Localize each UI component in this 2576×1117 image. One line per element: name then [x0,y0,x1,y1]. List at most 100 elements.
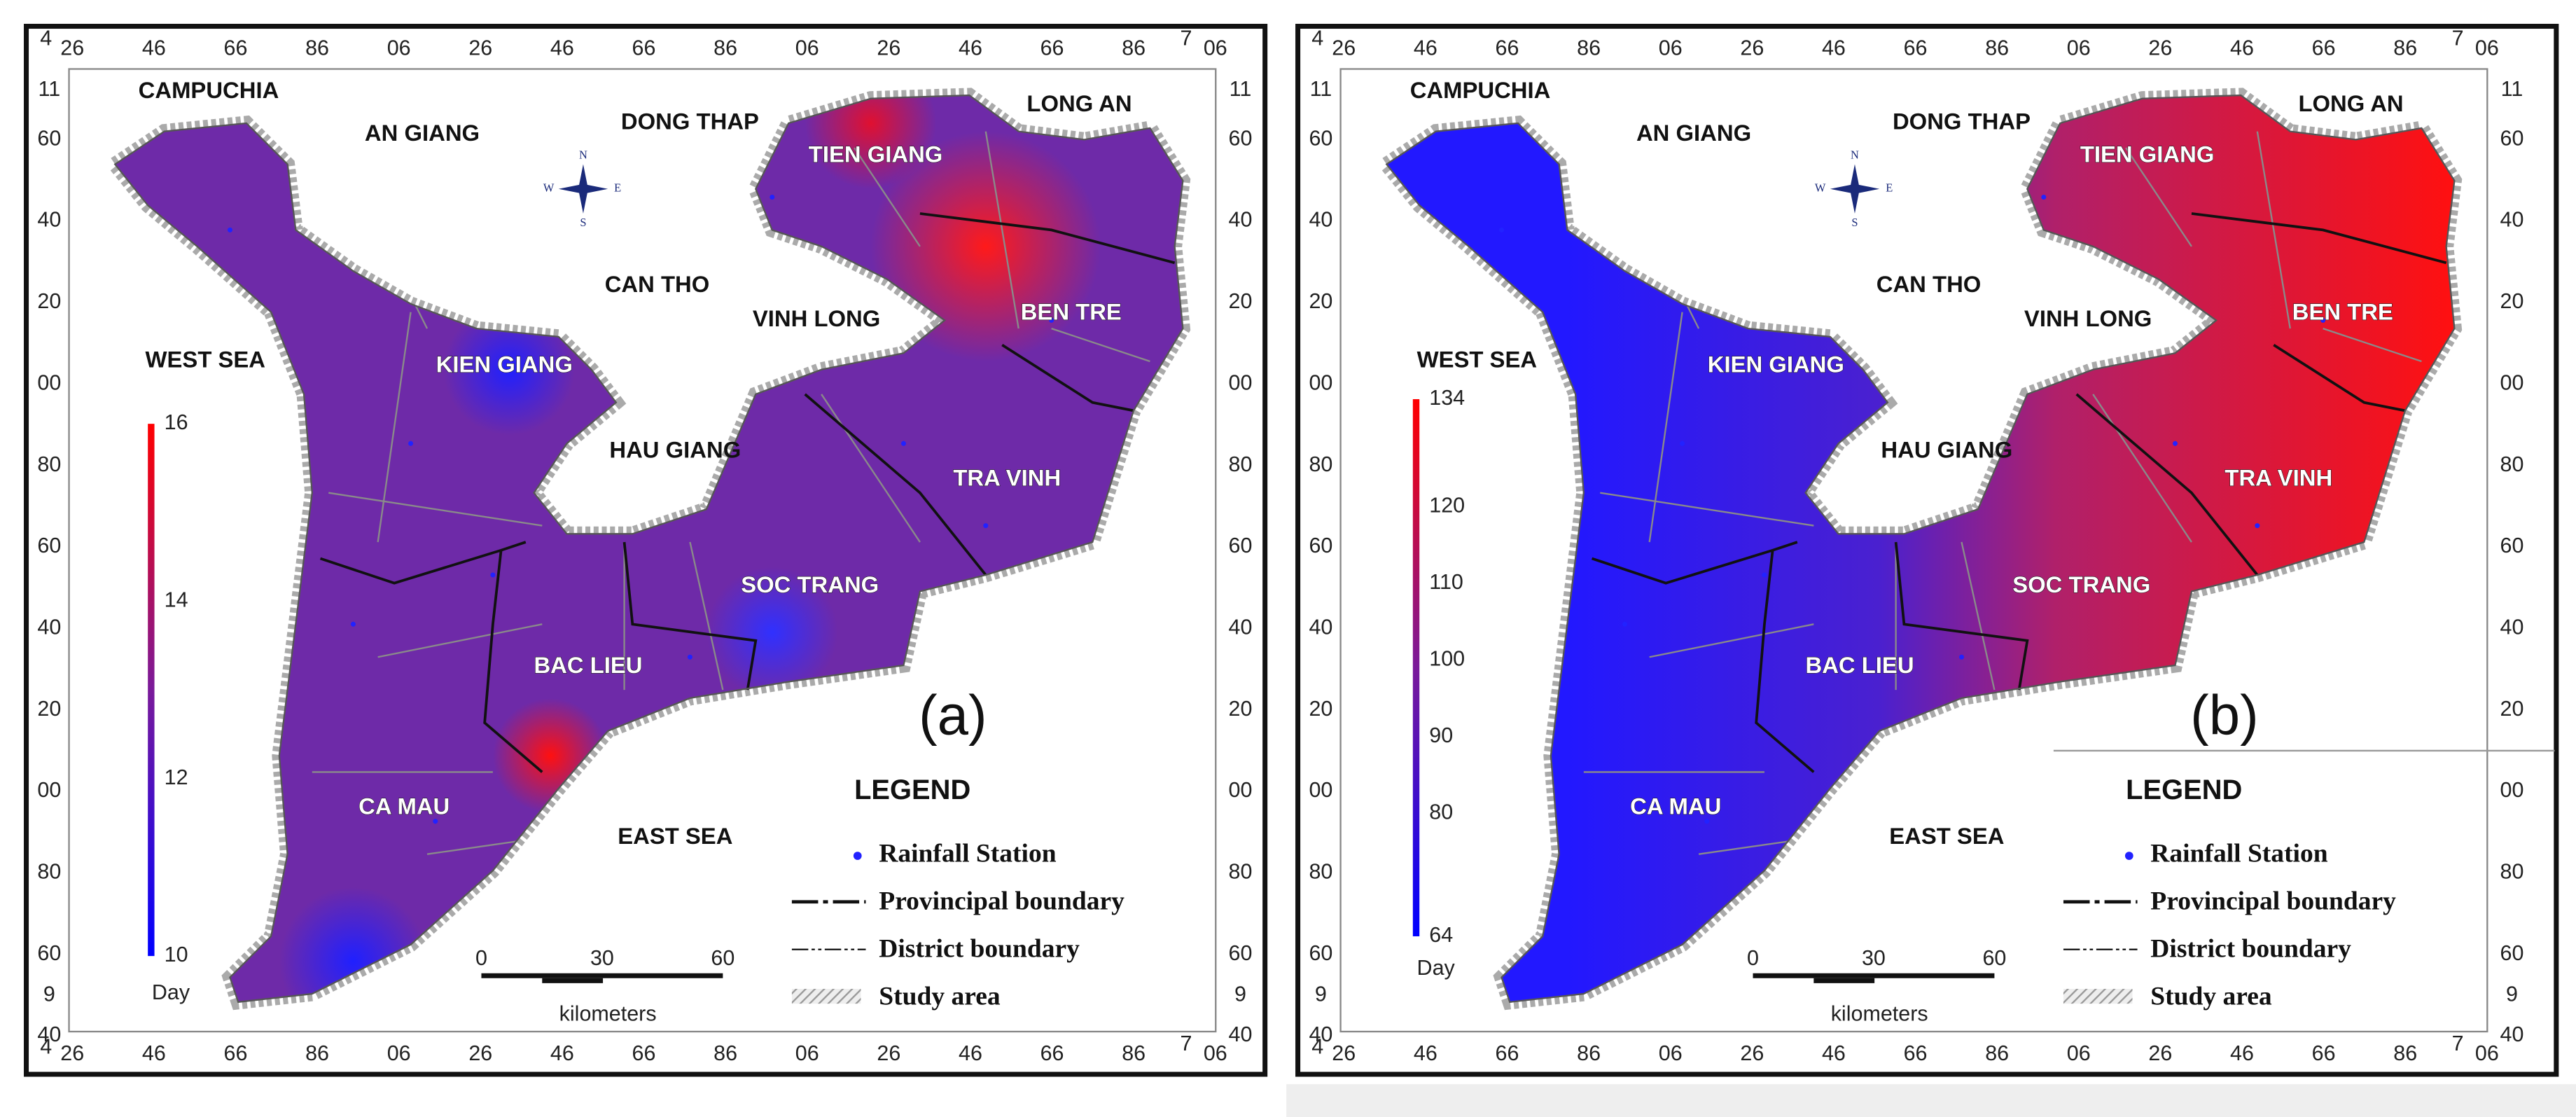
place-label: KIEN GIANG [436,352,573,377]
top-tick-label: 86 [1577,36,1601,60]
provincial-boundary [919,212,1176,265]
map-frame [1339,68,2488,1033]
bottom-tick-label: 06 [1204,1041,1227,1065]
degree-label: 11 [1230,77,1252,101]
district-boundary [328,492,543,527]
scale-tick-label: 60 [711,946,734,970]
top-tick-label: 66 [223,36,247,60]
district-boundary [1648,312,1683,543]
left-tick-label: 00 [1309,370,1332,394]
scale-tick-label: 0 [475,946,487,970]
place-label: CAMPUCHIA [1410,77,1551,103]
left-tick-label: 40 [1309,208,1332,232]
place-label: HAU GIANG [1881,437,2012,463]
compass-letter: W [543,181,555,195]
place-label: WEST SEA [146,347,265,373]
place-label: AN GIANG [1636,120,1751,146]
provincial-boundary [1591,541,1798,585]
top-tick-label: 26 [60,36,84,60]
top-tick-label: 06 [795,36,819,60]
scale-tick-label: 30 [590,946,614,970]
district-boundary [1051,328,1150,363]
left-tick-label: 40 [1309,615,1332,639]
rainfall-station [1958,654,1965,660]
place-label: CAN THO [605,271,710,297]
right-tick-label: 60 [2500,941,2524,965]
top-tick-label: 06 [1204,36,1227,60]
compass-letter: E [614,181,621,195]
top-tick-label: 26 [1332,36,1356,60]
panel-label: (a) [919,684,987,746]
degree-label: 9 [2506,982,2518,1006]
right-tick-label: 80 [1228,452,1252,476]
place-label: EAST SEA [618,823,732,849]
bottom-tick-label: 86 [305,1041,329,1065]
legend-item: Study area [2150,983,2272,1011]
right-tick-label: 60 [1228,126,1252,150]
right-tick-label: 20 [2500,289,2524,313]
right-tick-label: 60 [1228,534,1252,557]
top-tick-label: 26 [468,36,492,60]
left-tick-label: 40 [1309,1022,1332,1046]
degree-label: 11 [2501,77,2523,101]
provincial-boundary [1001,343,1134,412]
legend-item: Provincipal boundary [2150,887,2396,916]
colorbar [1412,398,1420,936]
colorbar-tick-label: 120 [1429,493,1465,517]
bottom-tick-label: 86 [1577,1041,1601,1065]
rainfall-station [1704,819,1710,824]
rainfall-station [687,654,692,660]
rainfall-station [900,440,906,446]
top-tick-label: 86 [2393,36,2417,60]
bottom-tick-label: 66 [1496,1041,1519,1065]
rainfall-station [433,819,438,824]
legend-study [2063,989,2133,1004]
colorbar-tick-label: 10 [165,943,188,966]
provincial-boundary [483,550,543,773]
left-tick-label: 60 [37,126,61,150]
place-label: TIEN GIANG [2080,141,2215,167]
bottom-tick-label: 46 [2230,1041,2254,1065]
right-tick-label: 00 [2500,370,2524,394]
compass-letter: N [579,148,587,162]
place-label: AN GIANG [365,120,480,146]
bottom-tick-label: 26 [2148,1041,2172,1065]
bottom-tick-label: 26 [60,1041,84,1065]
scale-unit: kilometers [1831,1002,1928,1026]
panel-label: (b) [2190,684,2258,746]
bottom-tick-label: 26 [877,1041,900,1065]
district-boundary [1600,492,1814,527]
right-tick-label: 60 [2500,126,2524,150]
right-tick-label: 00 [2500,778,2524,802]
place-label: DONG THAP [1893,109,2031,134]
place-label: BEN TRE [1021,299,1122,325]
place-label: VINH LONG [753,305,880,331]
top-tick-label: 46 [1414,36,1437,60]
place-label: BEN TRE [2292,299,2393,325]
degree-label: 4 [40,1035,52,1059]
bottom-tick-label: 06 [1659,1041,1683,1065]
right-tick-label: 80 [1228,859,1252,883]
colorbar-tick-label: 110 [1429,570,1463,594]
rainfall-station [770,194,775,200]
provincial-boundary [622,541,758,691]
left-tick-label: 60 [1309,534,1332,557]
left-tick-label: 00 [1309,778,1332,802]
left-tick-label: 20 [37,697,61,721]
place-label: CAN THO [1877,271,1982,297]
bottom-tick-label: 06 [795,1041,819,1065]
place-label: BAC LIEU [1805,652,1914,678]
map-frame [68,68,1217,1033]
bottom-tick-label: 46 [550,1041,574,1065]
place-label: VINH LONG [2024,305,2152,331]
bottom-tick-label: 26 [1332,1041,1356,1065]
left-tick-label: 60 [1309,126,1332,150]
left-tick-label: 20 [1309,697,1332,721]
right-tick-label: 00 [1228,778,1252,802]
left-tick-label: 40 [37,1022,61,1046]
bottom-tick-label: 86 [1985,1041,2009,1065]
rainfall-station [1622,621,1628,627]
colorbar-tick-label: 80 [1429,800,1453,824]
right-tick-label: 80 [2500,452,2524,476]
provincial-boundary [1755,550,1815,773]
